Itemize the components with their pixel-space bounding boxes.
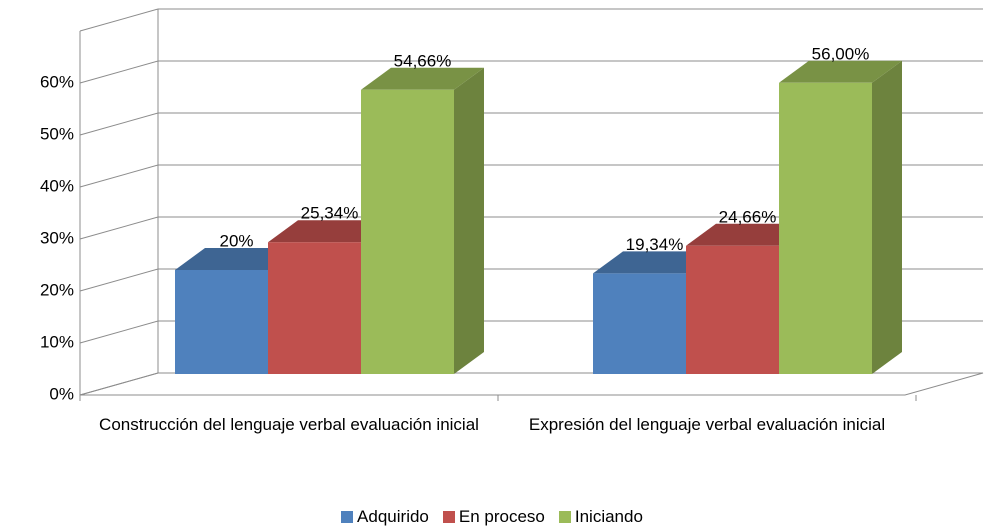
legend-label: En proceso [458,507,545,526]
bar [175,270,268,374]
y-tick-label: 10% [40,332,74,351]
legend-label: Iniciando [574,507,643,526]
data-label: 56,00% [812,44,870,63]
bar-top [361,67,484,90]
y-tick-label: 0% [49,384,74,403]
bar-top [686,223,809,246]
bar-top [175,248,298,270]
bar-side [454,67,484,374]
legend-label: Adquirido [357,507,429,526]
y-tick-label: 60% [40,72,74,91]
y-tick-label: 40% [40,176,74,195]
grid-line [79,60,983,84]
legend-swatch [558,511,571,523]
bar-top [593,251,716,274]
bar [268,242,361,374]
legend-item: Iniciando [558,507,643,527]
y-tick-label: 50% [40,124,74,143]
bar-top [268,220,391,243]
legend-item: En proceso [442,507,545,527]
y-tick-label: 20% [40,280,74,299]
data-label: 20% [219,231,253,250]
data-label: 24,66% [719,207,777,226]
bar [593,273,686,374]
bar [686,245,779,374]
grid-line [79,372,983,396]
frame-line [79,8,159,32]
grid-line [79,216,983,240]
bar [779,82,872,375]
x-tick-label: Construcción del lenguaje verbal evaluac… [99,415,479,434]
data-label: 54,66% [394,51,452,70]
grid-line [79,164,983,188]
grid-line [79,112,983,136]
bar [361,89,454,374]
data-label: 25,34% [301,204,359,223]
legend-swatch [341,511,354,523]
legend: Adquirido En proceso Iniciando [0,507,984,527]
bar-top [779,60,902,83]
legend-item: Adquirido [341,507,429,527]
floor [79,372,984,396]
x-tick-label: Expresión del lenguaje verbal evaluación… [528,415,886,434]
data-label: 19,34% [626,235,684,254]
y-tick-label: 30% [40,228,74,247]
bar-side [872,60,902,375]
legend-swatch [442,511,455,523]
